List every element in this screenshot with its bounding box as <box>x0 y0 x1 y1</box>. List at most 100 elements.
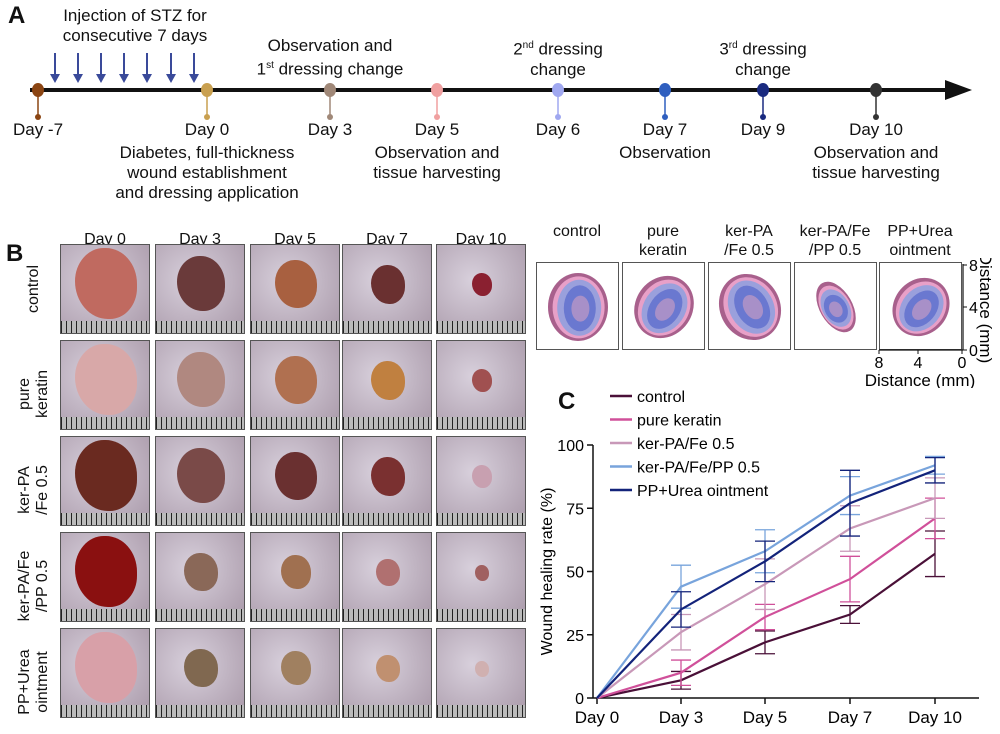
wound-contour-plot <box>536 262 619 350</box>
wound-photo <box>155 436 245 526</box>
legend-label: pure keratin <box>637 413 722 430</box>
event-line: change <box>735 59 791 79</box>
contour-x-tick: 0 <box>958 355 967 372</box>
injection-arrow-icon <box>73 53 83 83</box>
injection-arrow-icon <box>166 53 176 83</box>
contour-title: PP+Urea ointment <box>877 222 963 260</box>
timeline-marker <box>324 83 336 120</box>
wound-area <box>281 555 311 590</box>
wound-area <box>177 352 225 408</box>
timeline-marker <box>201 83 213 120</box>
ruler-scale <box>156 321 244 333</box>
event-line: and dressing application <box>115 183 299 202</box>
ruler-scale <box>437 321 525 333</box>
event-line: Observation <box>619 143 711 162</box>
row-label-line2: keratin <box>34 369 51 419</box>
contour-y-tick: 0 <box>969 343 978 360</box>
timeline-event-below: Observation <box>555 143 775 163</box>
wound-area <box>184 648 218 688</box>
series-line <box>596 552 936 700</box>
wound-area <box>275 355 317 405</box>
row-label-line1: PP+Urea <box>16 649 33 715</box>
ruler-scale <box>156 513 244 525</box>
contour-layer <box>911 299 932 320</box>
x-tick-label: Day 7 <box>828 708 872 727</box>
wound-area <box>75 343 137 416</box>
series-pp-urea-ointment <box>596 457 945 699</box>
ruler-scale <box>437 417 525 429</box>
timeline-day-label: Day 10 <box>849 120 903 139</box>
ruler-scale <box>61 417 149 429</box>
stz-line2: consecutive 7 days <box>62 26 208 45</box>
ruler-scale <box>343 609 431 621</box>
contour-title-line1: ker-PA <box>725 223 773 240</box>
legend-entry: ker-PA/Fe/PP 0.5 <box>610 460 760 477</box>
ruler-scale <box>343 417 431 429</box>
legend-label: control <box>637 389 685 406</box>
wound-area <box>475 564 489 581</box>
contour-title-line2: /PP 0.5 <box>808 242 862 259</box>
timeline-marker <box>870 83 882 120</box>
legend-entry: PP+Urea ointment <box>610 483 769 500</box>
y-tick-label: 75 <box>566 501 584 518</box>
row-label: ker-PA/Fe/PP 0.5 <box>16 538 52 634</box>
legend-label: ker-PA/Fe/PP 0.5 <box>637 460 760 477</box>
wound-photo <box>60 532 150 622</box>
ruler-scale <box>251 321 339 333</box>
contour-layer <box>829 301 843 318</box>
contour-title: ker-PA/Fe 0.5 <box>706 222 792 260</box>
event-line: tissue harvesting <box>812 163 940 182</box>
column-header: Day 10 <box>455 231 507 248</box>
contour-title-line1: pure <box>646 223 680 240</box>
ruler-scale <box>61 705 149 717</box>
wound-photo <box>250 340 340 430</box>
wound-photo <box>60 436 150 526</box>
contour-title: ker-PA/Fe/PP 0.5 <box>792 222 878 260</box>
wound-photo <box>250 628 340 718</box>
wound-photo <box>342 532 432 622</box>
injection-arrow-icon <box>119 53 129 83</box>
wound-area <box>475 660 489 677</box>
timeline-marker <box>431 83 443 120</box>
contour-title-line1: PP+Urea <box>887 223 953 240</box>
x-tick-label: Day 5 <box>743 708 787 727</box>
wound-area <box>275 451 317 501</box>
legend-label: PP+Urea ointment <box>637 483 769 500</box>
event-line: wound establishment <box>127 163 287 182</box>
timeline-day-label: Day 3 <box>307 120 353 139</box>
contour-title-line2: keratin <box>638 242 688 259</box>
event-line: 1st dressing change <box>256 59 404 79</box>
legend-entry: ker-PA/Fe 0.5 <box>610 436 735 453</box>
row-label: control <box>25 241 43 337</box>
panel-b-label: B <box>6 240 24 267</box>
x-tick-label: Day 10 <box>908 708 962 727</box>
wound-area <box>376 558 400 587</box>
ruler-scale <box>343 321 431 333</box>
wound-area <box>376 654 400 683</box>
row-label-line1: ker-PA <box>16 466 33 514</box>
ruler-scale <box>251 609 339 621</box>
y-tick-label: 50 <box>566 565 584 582</box>
x-tick-label: Day 0 <box>575 708 619 727</box>
ruler-scale <box>343 705 431 717</box>
contour-title: pure keratin <box>620 222 706 260</box>
injection-arrow-icon <box>96 53 106 83</box>
legend-entry: control <box>610 389 685 406</box>
wound-area <box>472 369 492 392</box>
panel-a-label: A <box>8 2 26 29</box>
wound-area <box>184 552 218 592</box>
contour-title-line2: control <box>552 223 602 240</box>
wound-photo <box>250 436 340 526</box>
event-line: Observation and <box>374 143 500 162</box>
ruler-scale <box>251 417 339 429</box>
injection-arrow-icon <box>142 53 152 83</box>
wound-area <box>75 247 137 320</box>
wound-photo <box>155 628 245 718</box>
wound-area <box>472 465 492 488</box>
wound-photo <box>436 628 526 718</box>
column-header: Day 0 <box>84 231 126 248</box>
wound-photo <box>155 532 245 622</box>
error-bar <box>925 457 945 484</box>
legend-label: ker-PA/Fe 0.5 <box>637 436 735 453</box>
